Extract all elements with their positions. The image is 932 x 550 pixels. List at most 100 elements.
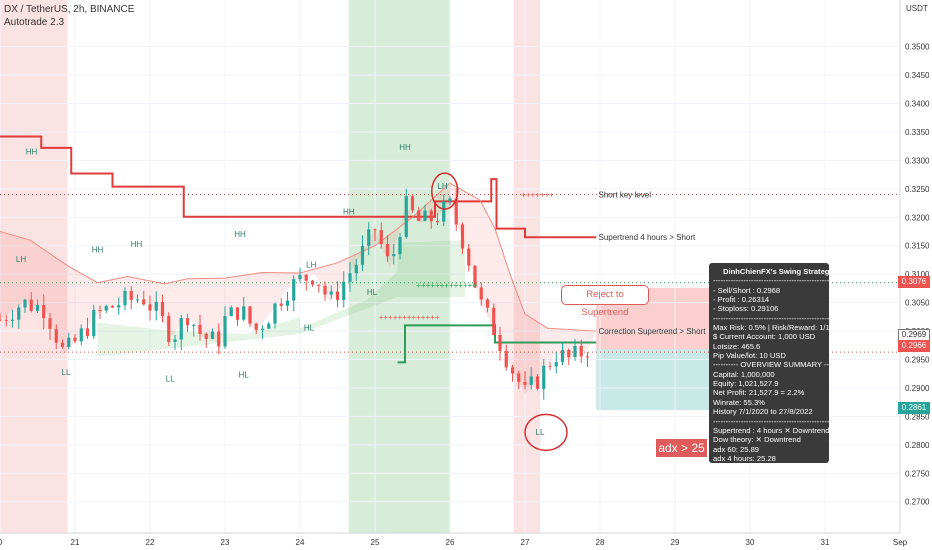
signal-crosses: +++++++	[521, 191, 554, 200]
candle-body	[517, 373, 521, 382]
candle-body	[48, 318, 52, 330]
target-price-tag: 0.2861	[898, 402, 930, 414]
candle-body	[423, 210, 427, 221]
candle-body	[223, 316, 227, 347]
correction-label: Correction Supertrend > Short	[599, 327, 707, 336]
candle-body	[10, 319, 15, 321]
green-stop-line	[397, 324, 597, 364]
short-key-label: Short key level	[599, 191, 652, 200]
panel-line: Equity: 1,021,527.9	[713, 379, 779, 389]
swing-label-ll: LL	[62, 368, 71, 377]
candle-body	[42, 305, 46, 319]
background-layer	[0, 0, 540, 533]
panel-line: adx 60: 25.89	[713, 444, 760, 454]
candle-body	[192, 324, 196, 326]
candle-body	[67, 337, 71, 347]
x-tick-label: 27	[521, 538, 530, 547]
y-tick-label: 0.2950	[905, 356, 930, 365]
adx-badge: adx > 25	[656, 439, 707, 457]
candle-body	[267, 323, 271, 329]
candle-body	[98, 309, 102, 311]
stop-price-tag: 0.3076	[898, 276, 930, 288]
candle-body	[523, 381, 527, 385]
candle-body	[467, 248, 471, 266]
y-tick-label: 0.2750	[905, 469, 930, 478]
x-tick-label: 21	[71, 538, 80, 547]
candle-body	[229, 307, 233, 317]
candle-body	[554, 362, 558, 367]
candle-body	[492, 307, 496, 335]
candle-body	[210, 331, 215, 339]
candle-body	[242, 306, 246, 320]
panel-line: - Stoploss: 0.29106	[713, 304, 779, 314]
panel-line: - Sell/Short : 0.2968	[713, 285, 781, 295]
candle-body	[498, 334, 502, 351]
panel-line: History 7/1/2020 to 27/8/2022	[713, 407, 813, 417]
candle-body	[135, 299, 140, 301]
candle-body	[448, 198, 452, 202]
strategy-panel: DinhChienFX's Swing Strategy -----------…	[709, 263, 829, 463]
y-tick-label: 0.3500	[905, 43, 930, 52]
candle-body	[435, 221, 440, 223]
candle-body	[167, 315, 171, 342]
reject-callout: Reject to Supertrend	[561, 285, 649, 318]
candle-body	[485, 299, 490, 308]
candle-body	[248, 306, 252, 324]
panel-line: - Profit : 0.26314	[713, 295, 770, 305]
y-tick-label: 0.3050	[905, 299, 930, 308]
panel-line: Lotsize: 465.6	[713, 341, 761, 351]
candle-body	[473, 265, 477, 288]
swing-annotations: Short key level Supertrend 4 hours > Shor…	[16, 143, 707, 452]
candle-body	[17, 307, 21, 320]
candle-body	[548, 365, 552, 367]
candle-body	[104, 306, 108, 311]
y-tick-label: 0.3350	[905, 128, 930, 137]
candle-body	[129, 291, 133, 300]
swing-label-hl: HL	[367, 288, 378, 297]
panel-line: Net Profit: 21,527.9 = 2.2%	[713, 388, 805, 398]
panel-line: adx 4 hours: 25.28	[713, 453, 776, 463]
candle-body	[29, 299, 33, 311]
swing-label-hh: HH	[26, 148, 38, 157]
candle-body	[173, 339, 177, 342]
candle-body	[460, 224, 465, 249]
candle-body	[410, 196, 415, 211]
swing-label-ll: LL	[536, 428, 545, 437]
y-tick-label: 0.3100	[905, 270, 930, 279]
y-tick-label: 0.3200	[905, 213, 930, 222]
panel-line: ---------- OVERVIEW SUMMARY ----------	[713, 360, 829, 370]
indicator-name[interactable]: Autotrade 2.3	[4, 17, 65, 28]
candle-body	[54, 329, 58, 343]
session-highlight-red	[513, 0, 540, 533]
symbol-title[interactable]: DX / TetherUS, 2h, BINANCE	[4, 4, 135, 15]
candle-body	[335, 291, 340, 300]
swing-label-hh: HH	[399, 143, 411, 152]
panel-title: DinhChienFX's Swing Strategy	[723, 267, 829, 276]
candle-body	[260, 328, 265, 330]
signal-crosses: +++++++++++++	[416, 281, 477, 290]
y-tick-label: 0.3150	[905, 242, 930, 251]
candle-body	[154, 301, 158, 311]
panel-line: Capital: 1,000,000	[713, 369, 775, 379]
x-tick-label: Sep	[893, 538, 908, 547]
candle-body	[35, 305, 40, 311]
candle-body	[567, 350, 571, 358]
candle-body	[292, 279, 296, 301]
candle-body	[185, 318, 190, 326]
highlight-circle-ll	[524, 413, 568, 452]
x-tick-label: 26	[446, 538, 455, 547]
panel-lines: ----------------------------------------…	[713, 276, 829, 463]
y-tick-label: 0.2700	[905, 498, 930, 507]
candle-body	[429, 210, 433, 222]
candle-body	[123, 291, 127, 306]
x-tick-label: 31	[821, 538, 830, 547]
swing-label-hl: HL	[304, 323, 315, 332]
y-tick-label: 0.2900	[905, 384, 930, 393]
candle-body	[0, 319, 2, 321]
signal-crosses: +++++++++++++	[379, 313, 440, 322]
panel-line: $ Current Account: 1,000 USD	[713, 332, 816, 342]
candle-body	[579, 345, 583, 357]
swing-label-hh: HH	[92, 246, 104, 255]
x-tick-label: 0	[0, 538, 3, 547]
